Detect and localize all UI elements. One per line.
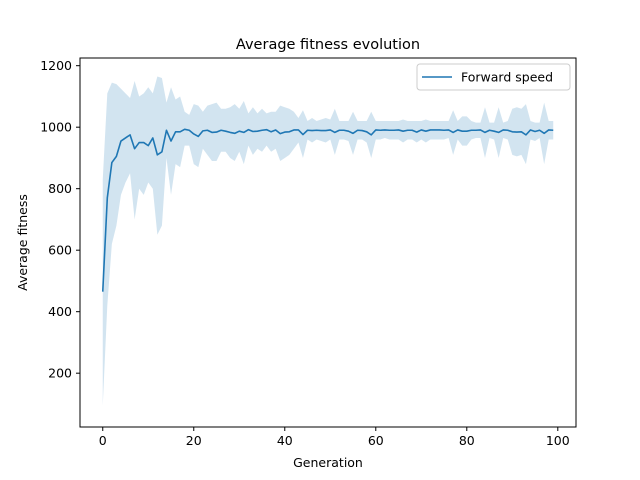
chart-title: Average fitness evolution bbox=[236, 37, 420, 53]
plot-frame bbox=[79, 57, 577, 428]
x-axis-ticks: 0 20 40 60 80 100 bbox=[99, 427, 570, 448]
x-axis-label: Generation bbox=[293, 455, 363, 470]
confidence-band bbox=[102, 76, 554, 406]
legend-box bbox=[416, 63, 571, 91]
y-tick-label: 200 bbox=[48, 366, 72, 381]
x-tick-label: 0 bbox=[99, 433, 107, 448]
y-tick-label: 600 bbox=[48, 243, 72, 258]
x-tick-label: 60 bbox=[368, 433, 384, 448]
series-line bbox=[101, 128, 554, 292]
legend: Forward speed bbox=[416, 63, 571, 91]
y-tick-label: 1000 bbox=[40, 120, 72, 135]
y-tick-label: 800 bbox=[48, 181, 72, 196]
legend-label: Forward speed bbox=[461, 70, 553, 85]
y-axis-ticks: 200 400 600 800 1000 1200 bbox=[40, 58, 80, 381]
x-tick-label: 100 bbox=[546, 433, 570, 448]
x-tick-label: 20 bbox=[186, 433, 202, 448]
y-axis-label: Average fitness bbox=[15, 194, 30, 291]
x-tick-label: 80 bbox=[459, 433, 475, 448]
y-tick-label: 1200 bbox=[40, 58, 72, 73]
x-tick-label: 40 bbox=[277, 433, 293, 448]
series-line-layer bbox=[101, 128, 554, 292]
y-tick-label: 400 bbox=[48, 304, 72, 319]
confidence-band-layer bbox=[102, 76, 554, 406]
